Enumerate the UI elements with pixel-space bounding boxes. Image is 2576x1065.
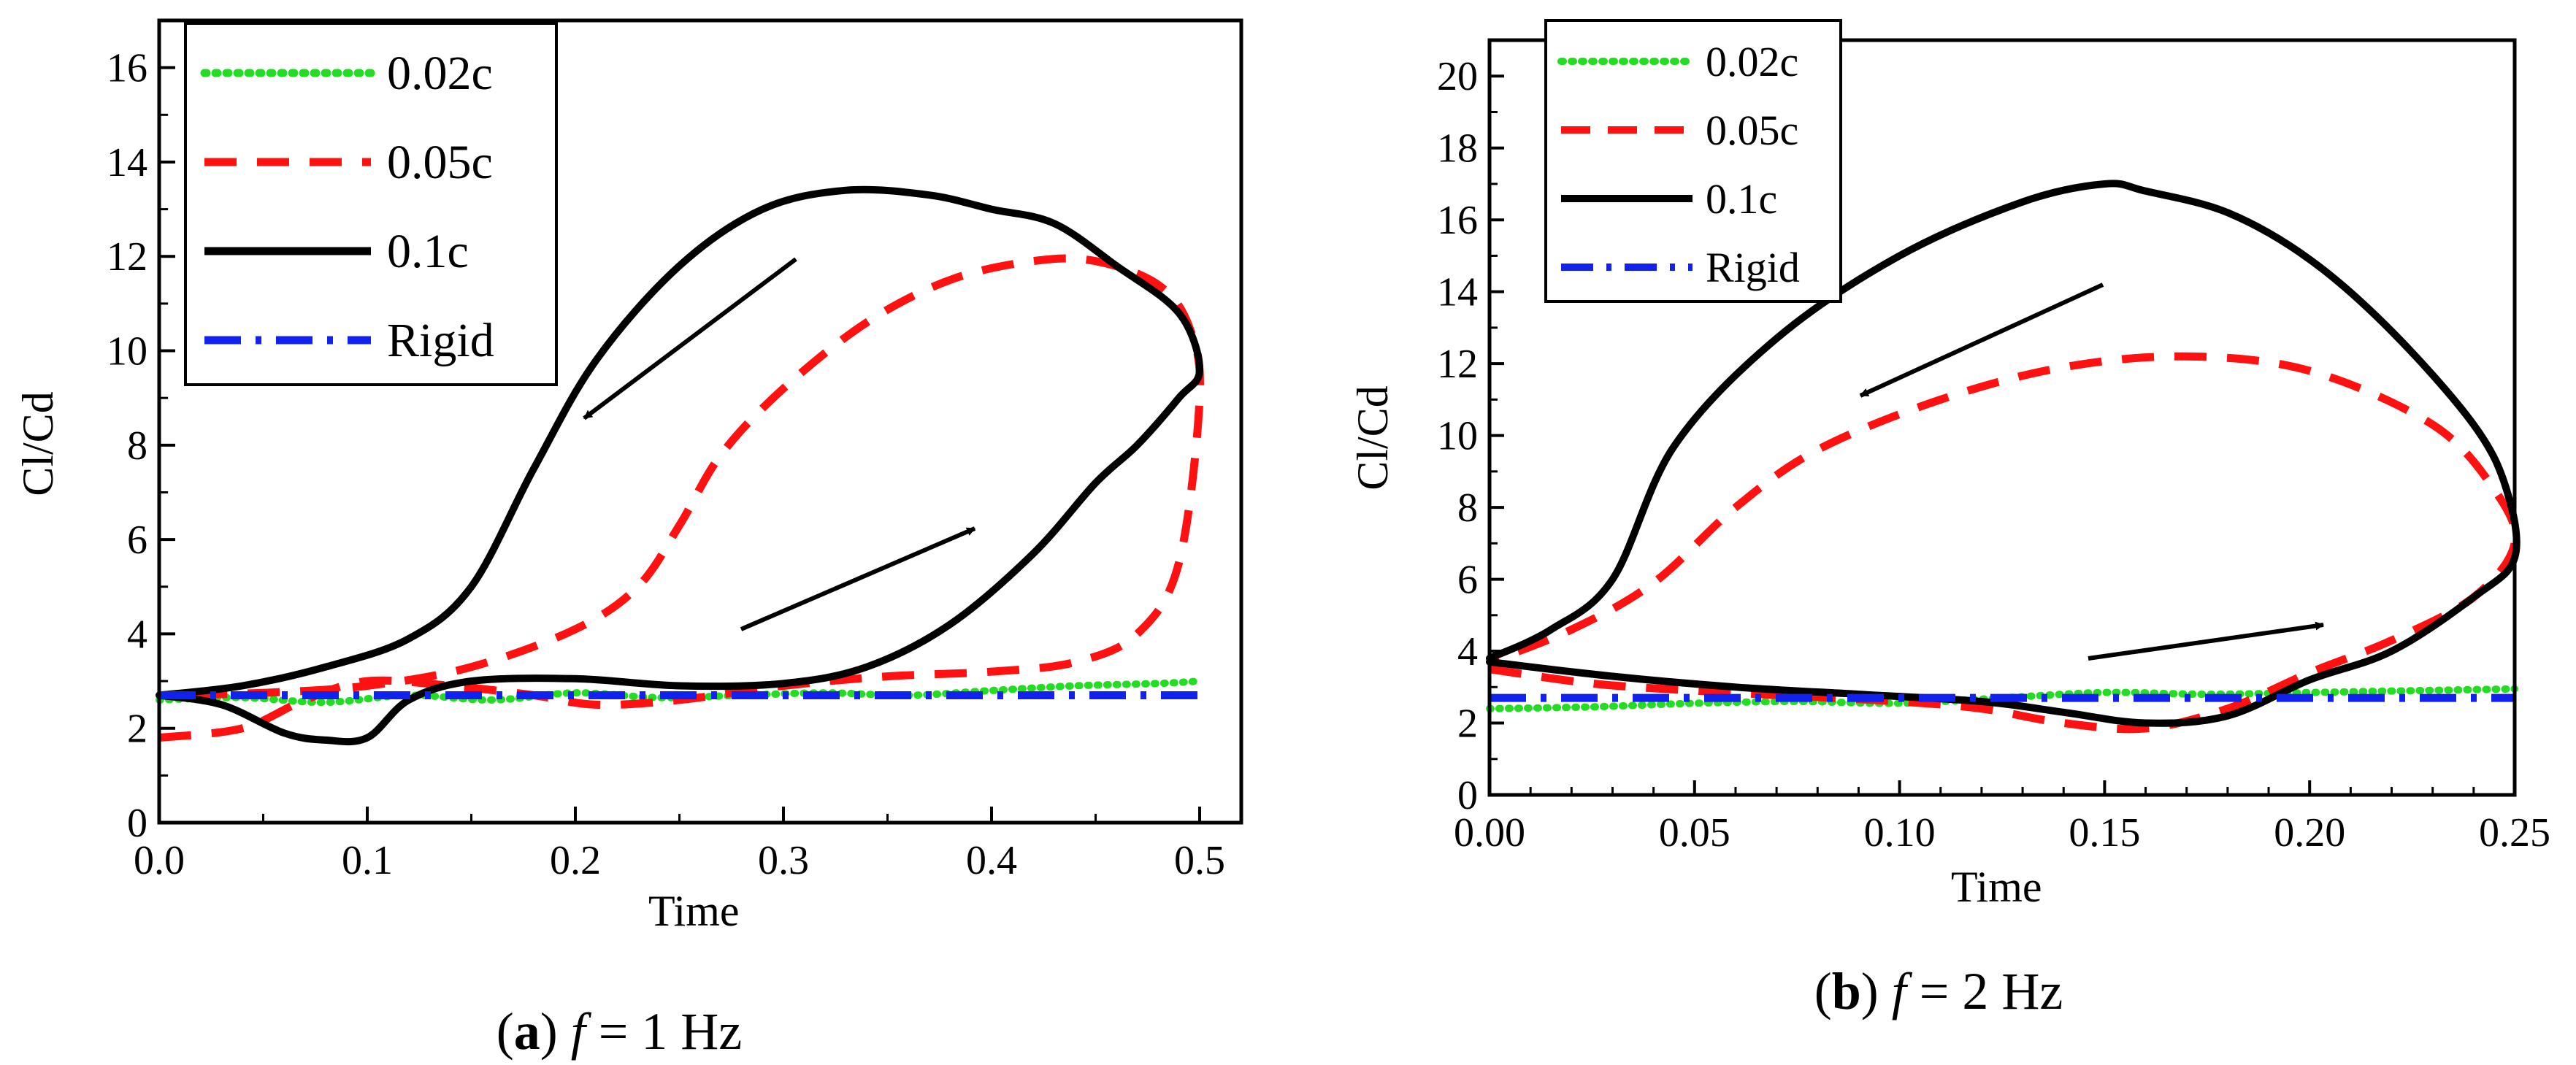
panel-b-y-tick-label-5: 10 [1437,414,1478,459]
panel-b-caption: (b) f = 2 Hz [1814,962,2063,1020]
panel-b-y-tick-label-8: 16 [1437,198,1478,243]
panel-a-y-tick-label-6: 12 [107,234,147,280]
panel-b-series [1486,180,2521,734]
panel-a-arrow-upper [583,257,797,420]
panel-b-y-tick-label-10: 20 [1437,54,1478,99]
panel-b-y-tick-label-7: 14 [1437,270,1478,315]
panel-b-y-axis-label: Cl/Cd [1349,385,1397,490]
panel-b-x-tick-label-0: 0.00 [1454,810,1525,856]
panel-b-arrow-upper [1859,282,2104,398]
legend-b-label-01c: 0.1c [1706,175,1777,223]
legend-b-label-rigid: Rigid [1706,244,1800,291]
panel-a-series-01c-line [156,185,1203,746]
panel-b-x-tick-label-1: 0.05 [1659,810,1730,856]
panel-b-series-005c-line [1487,352,2520,734]
legend-a-label-01c: 0.1c [387,225,469,278]
panel-b-legend: 0.02c 0.05c 0.1c Rigid [1544,19,1842,303]
panel-a-y-tick-label-0: 0 [127,801,147,846]
panel-a-y-tick-label-3: 6 [127,518,147,563]
panel-b-y-tick-label-6: 12 [1437,342,1478,387]
panel-a-x-axis-label: Time [648,887,740,935]
panel-b-y-tick-label-2: 4 [1457,629,1478,674]
panel-b-series-01c-line [1486,180,2521,727]
legend-b-label-002c: 0.02c [1706,38,1798,85]
panel-a-y-tick-label-5: 10 [107,329,147,374]
legend-a-label-002c: 0.02c [387,47,493,100]
panel-a-caption-letter: a [514,1002,540,1061]
chart-panel-a: 0.0 0.1 0.2 0.3 0.4 0.5 0 2 4 6 8 10 12 14 16 Time Cl/… [14,18,1243,1061]
panel-a-caption: (a) f = 1 Hz [497,1002,743,1061]
panel-a-x-tick-label-1: 0.1 [342,838,393,883]
panel-b-x-tick-label-4: 0.20 [2274,810,2345,856]
panel-a-y-tick-label-4: 8 [127,423,147,469]
panel-b-x-axis-label: Time [1951,863,2042,911]
panel-b-y-tick-label-9: 18 [1437,126,1478,172]
chart-panel-b: 0.00 0.05 0.10 0.15 0.20 0.25 0 2 4 6 8 10 12 14 16 18 2… [1349,19,2550,1020]
panel-b-y-tick-label-0: 0 [1457,773,1478,818]
panel-a-series [156,185,1204,746]
panel-a-x-tick-label-2: 0.2 [550,838,601,883]
panel-b-y-tick-label-4: 8 [1457,485,1478,531]
panel-b-x-tick-label-2: 0.10 [1864,810,1936,856]
panel-b-x-tick-label-3: 0.15 [2069,810,2140,856]
panel-b-y-tick-label-3: 6 [1457,558,1478,603]
panel-a-y-tick-label-8: 16 [107,46,147,91]
legend-a-label-rigid: Rigid [387,314,494,367]
panel-a-x-tick-label-4: 0.4 [966,838,1017,883]
panel-b-plot-frame [1487,38,2517,797]
legend-b-label-005c: 0.05c [1706,107,1798,154]
panel-a-y-tick-label-7: 14 [107,140,147,185]
panel-a-arrow-lower [740,526,976,631]
panel-a-caption-value: = 1 Hz [586,1002,743,1061]
panel-a-plot-frame [157,18,1243,825]
panel-b-arrow-lower [2088,621,2325,661]
panel-b-legend-box [1544,19,1842,303]
panel-a-x-tick-label-5: 0.5 [1174,838,1225,883]
panel-b-caption-value: = 2 Hz [1906,962,2063,1020]
panel-a-x-tick-label-3: 0.3 [758,838,809,883]
panel-a-legend: 0.02c 0.05c 0.1c Rigid [184,22,558,386]
panel-b-caption-letter: b [1832,962,1861,1020]
panel-a-x-tick-label-0: 0.0 [134,838,185,883]
legend-a-label-005c: 0.05c [387,136,493,189]
panel-a-y-tick-label-2: 4 [127,612,147,657]
panel-a-tick-labels: 0.0 0.1 0.2 0.3 0.4 0.5 0 2 4 6 8 10 12 14 16 [107,46,1225,883]
panel-a-y-axis-label: Cl/Cd [14,391,62,496]
panel-b-tick-labels: 0.00 0.05 0.10 0.15 0.20 0.25 0 2 4 6 8 10 12 14 16 18 2… [1437,54,2550,856]
panel-b-y-tick-label-1: 2 [1457,701,1478,747]
panel-a-legend-box [184,22,558,386]
panel-b-x-tick-label-5: 0.25 [2479,810,2550,856]
panel-a-y-tick-label-1: 2 [127,707,147,752]
